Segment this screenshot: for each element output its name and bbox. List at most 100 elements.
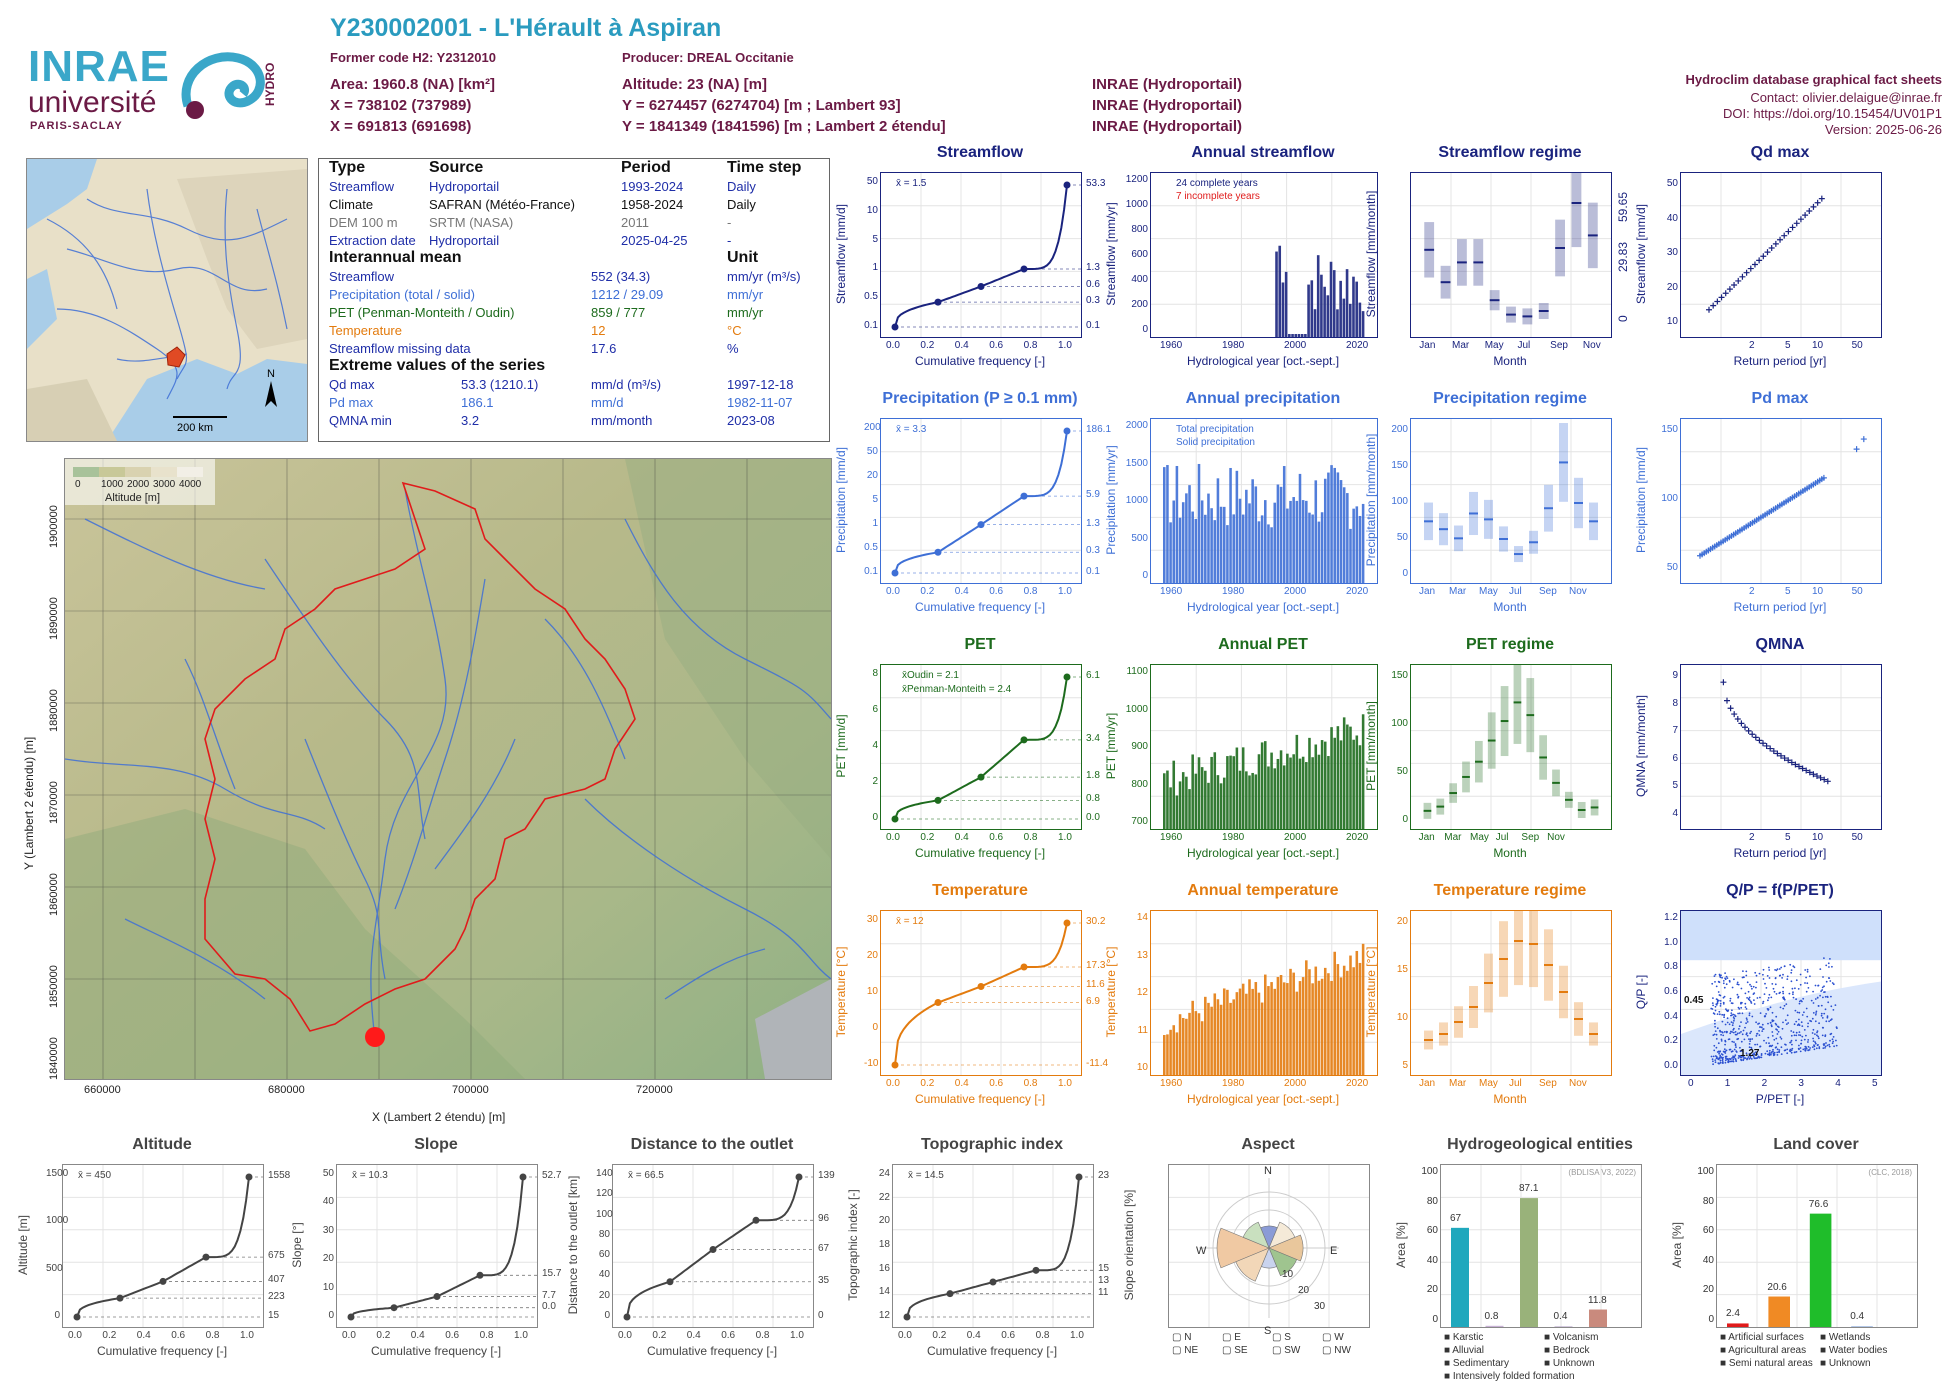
- annual-bar: [1294, 334, 1298, 337]
- qp-point: [1748, 996, 1751, 999]
- qp-point: [1823, 985, 1825, 988]
- annual-bar: [1273, 988, 1277, 1075]
- qp-point: [1774, 983, 1777, 986]
- x-tick-label: 2000: [1284, 340, 1307, 351]
- header-source: Source: [429, 159, 484, 176]
- bar-value-label: 87.1: [1519, 1183, 1539, 1195]
- qp-point: [1749, 1040, 1751, 1042]
- qp-point: [1746, 1058, 1748, 1061]
- x-tick-label: 1.0: [1058, 586, 1072, 597]
- right-value-label: 35: [818, 1274, 830, 1286]
- map-ytick-5: 1850000: [48, 965, 60, 1008]
- qp-point: [1737, 983, 1740, 986]
- y-tick-label: 500: [46, 1262, 63, 1274]
- qp-point: [1738, 1025, 1741, 1028]
- return-point: [1747, 265, 1754, 272]
- quantile-point: [891, 569, 899, 577]
- annual-bar: [1308, 737, 1311, 829]
- month-label: Jul: [1509, 586, 1522, 597]
- qp-point: [1753, 1003, 1756, 1005]
- y-tick-label: 1: [872, 262, 878, 274]
- pd-max-xlabel: Return period [yr]: [1733, 600, 1827, 614]
- qp-point: [1737, 1012, 1739, 1015]
- aspect-panel: Aspect Slope orientation [%] N E S W 10 20 30 ▢ N…: [1122, 1136, 1370, 1368]
- qp-point: [1768, 966, 1770, 969]
- qp-point: [1816, 1031, 1818, 1034]
- source-note: (BDLISA V3, 2022): [1568, 1168, 1636, 1177]
- qp-point: [1829, 980, 1832, 982]
- annual-bar: [1333, 951, 1336, 1075]
- bar-value-label: 20.6: [1767, 1281, 1787, 1293]
- qp-point: [1760, 1026, 1763, 1029]
- bar-value-label: 67: [1450, 1212, 1462, 1224]
- quantile-point: [1020, 736, 1028, 744]
- annual-precipitation-xlabel: Hydrological year [oct.-sept.]: [1186, 600, 1340, 614]
- annual-bar: [1254, 982, 1258, 1075]
- qp-point: [1717, 1042, 1720, 1045]
- annual-bar: [1229, 1002, 1232, 1075]
- qp-point: [1805, 976, 1807, 979]
- right-value-label: 17.3: [1086, 960, 1106, 972]
- annual-bar: [1332, 270, 1336, 337]
- quantile-point: [1075, 1173, 1083, 1181]
- return-point: [1742, 724, 1748, 731]
- qp-point: [1770, 1053, 1772, 1056]
- qp-point: [1760, 1056, 1763, 1059]
- qp-point: [1824, 1008, 1827, 1011]
- right-value-label: 11: [1098, 1286, 1109, 1298]
- qp-point: [1726, 1021, 1729, 1024]
- catchment-map[interactable]: 0 1000 2000 3000 4000 Altitude [m]: [64, 458, 832, 1080]
- qp-point: [1719, 1054, 1722, 1057]
- qp-point: [1716, 1013, 1719, 1015]
- annual-bar: [1204, 996, 1207, 1075]
- qp-point: [1813, 1048, 1816, 1051]
- missing-data-name: Streamflow missing data: [329, 341, 471, 356]
- annual-bar: [1295, 991, 1299, 1075]
- y-tick-label: 100: [1391, 718, 1408, 729]
- qp-point: [1734, 1015, 1737, 1018]
- annual-bar: [1169, 787, 1172, 829]
- qp-point: [1781, 977, 1783, 979]
- step-extraction: -: [727, 233, 732, 248]
- annual-bar: [1194, 1011, 1198, 1075]
- qp-point: [1769, 1006, 1772, 1009]
- return-point: [1756, 737, 1763, 744]
- x-tick-label: 0.4: [686, 1330, 701, 1341]
- annual-bar: [1216, 775, 1220, 829]
- pet-regime-ylabel: PET [mm/month]: [1364, 701, 1378, 791]
- annual-bar: [1314, 966, 1318, 1075]
- pdmax-name: Pd max: [329, 395, 374, 410]
- qp-point: [1756, 1053, 1759, 1056]
- qp-point: [1794, 987, 1796, 990]
- annual-precipitation-plot-area: [1150, 418, 1378, 584]
- doi-link[interactable]: DOI: https://doi.org/10.15454/UV01P1: [1723, 106, 1942, 121]
- qp-point: [1719, 1050, 1721, 1053]
- y-tick-label: 30: [1666, 247, 1678, 258]
- qp-point: [1771, 1011, 1774, 1014]
- qp-point: [1724, 1023, 1727, 1026]
- pet-regime-panel: PET regime Month PET [mm/month] Jan Mar May Ju…: [1364, 636, 1612, 870]
- return-point: [1735, 277, 1742, 284]
- right-value-label: 30.2: [1086, 916, 1106, 927]
- qp-annotation: 1.27: [1740, 1048, 1760, 1059]
- return-point: [1792, 761, 1799, 768]
- bar-value-label: 2.4: [1726, 1308, 1740, 1320]
- qp-point: [1793, 1023, 1796, 1026]
- qp-point: [1789, 1041, 1792, 1044]
- y-tick-label: 60: [598, 1249, 610, 1261]
- qp-point: [1835, 1044, 1838, 1047]
- x-tick-label: 2: [1749, 586, 1755, 597]
- return-point: [1772, 240, 1779, 247]
- annual-bar: [1163, 773, 1166, 829]
- y-tick-label: 0: [1142, 324, 1148, 335]
- annual-bar: [1336, 964, 1340, 1075]
- annual-bar: [1270, 752, 1273, 829]
- qp-point: [1718, 981, 1721, 984]
- qp-point: [1714, 1022, 1716, 1025]
- y-tick-label: 800: [1131, 778, 1148, 790]
- qp-point: [1715, 985, 1718, 988]
- qp-point: [1753, 1053, 1756, 1056]
- annual-bar: [1286, 983, 1289, 1075]
- return-point: [1802, 212, 1809, 219]
- qp-point: [1724, 1061, 1727, 1064]
